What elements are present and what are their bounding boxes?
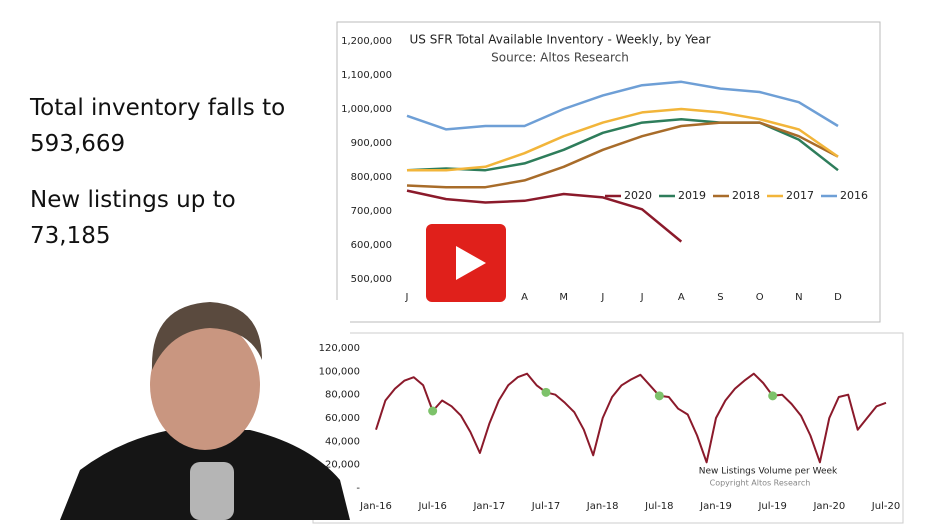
presenter xyxy=(57,300,350,520)
x-tick-label: Jan-19 xyxy=(699,501,732,512)
x-tick-label: A xyxy=(521,292,528,303)
x-tick-label: N xyxy=(795,292,802,303)
x-tick-label: Jul-20 xyxy=(871,501,900,512)
legend-label: 2018 xyxy=(732,189,760,202)
legend-label: 2016 xyxy=(840,189,868,202)
y-tick-label: 900,000 xyxy=(351,138,392,149)
legend-label: 2019 xyxy=(678,189,706,202)
y-tick-label: 500,000 xyxy=(351,274,392,285)
series-line xyxy=(375,372,887,464)
x-tick-label: Jan-16 xyxy=(359,501,392,512)
chart-subtitle: Source: Altos Research xyxy=(491,51,629,65)
series-line xyxy=(406,80,839,131)
legend-label: 2020 xyxy=(624,189,652,202)
x-tick-label: Jan-17 xyxy=(472,501,505,512)
highlight-point xyxy=(541,387,551,397)
x-tick-label: D xyxy=(834,292,842,303)
microphone xyxy=(190,462,234,520)
face xyxy=(150,320,260,450)
x-tick-label: A xyxy=(678,292,685,303)
x-tick-label: Jul-17 xyxy=(531,501,560,512)
y-tick-label: 800,000 xyxy=(351,172,392,183)
y-tick-label: 1,200,000 xyxy=(341,36,392,47)
x-tick-label: O xyxy=(756,292,764,303)
series-line xyxy=(407,107,839,172)
y-tick-label: 1,000,000 xyxy=(341,104,392,115)
y-tick-label: 80,000 xyxy=(325,390,360,401)
y-tick-label: 1,100,000 xyxy=(341,70,392,81)
headline: Total inventory falls to 593,669 xyxy=(30,95,286,157)
y-tick-label: - xyxy=(356,483,360,494)
x-tick-label: S xyxy=(717,292,723,303)
hair xyxy=(151,302,262,370)
chart-frame xyxy=(336,21,881,323)
y-tick-label: 60,000 xyxy=(325,413,360,424)
x-tick-label: Jul-19 xyxy=(757,501,786,512)
x-tick-label: Jul-18 xyxy=(644,501,673,512)
play-button[interactable] xyxy=(426,224,506,302)
x-tick-label: J xyxy=(405,292,409,303)
headline: New listings up to 73,185 xyxy=(30,187,236,249)
legend-label: 2017 xyxy=(786,189,814,202)
highlight-point xyxy=(768,391,778,401)
x-tick-label: J xyxy=(600,292,604,303)
series-line xyxy=(406,189,683,243)
chart-frame xyxy=(312,332,904,524)
x-tick-label: J xyxy=(640,292,644,303)
chart-title: New Listings Volume per Week xyxy=(699,467,838,477)
play-icon[interactable] xyxy=(456,246,486,280)
highlight-point xyxy=(428,406,438,416)
y-tick-label: 100,000 xyxy=(319,366,360,377)
highlight-point xyxy=(654,391,664,401)
x-tick-label: Jan-18 xyxy=(586,501,619,512)
x-tick-label: Jul-16 xyxy=(417,501,446,512)
y-tick-label: 120,000 xyxy=(319,343,360,354)
y-tick-label: 600,000 xyxy=(351,240,392,251)
chart-subtitle: Copyright Altos Research xyxy=(710,479,811,488)
series-line xyxy=(406,121,839,189)
y-tick-label: 40,000 xyxy=(325,436,360,447)
x-tick-label: Jan-20 xyxy=(812,501,845,512)
x-tick-label: M xyxy=(559,292,568,303)
chart-title: US SFR Total Available Inventory - Weekl… xyxy=(409,33,710,47)
y-tick-label: 20,000 xyxy=(325,460,360,471)
y-tick-label: 700,000 xyxy=(351,206,392,217)
